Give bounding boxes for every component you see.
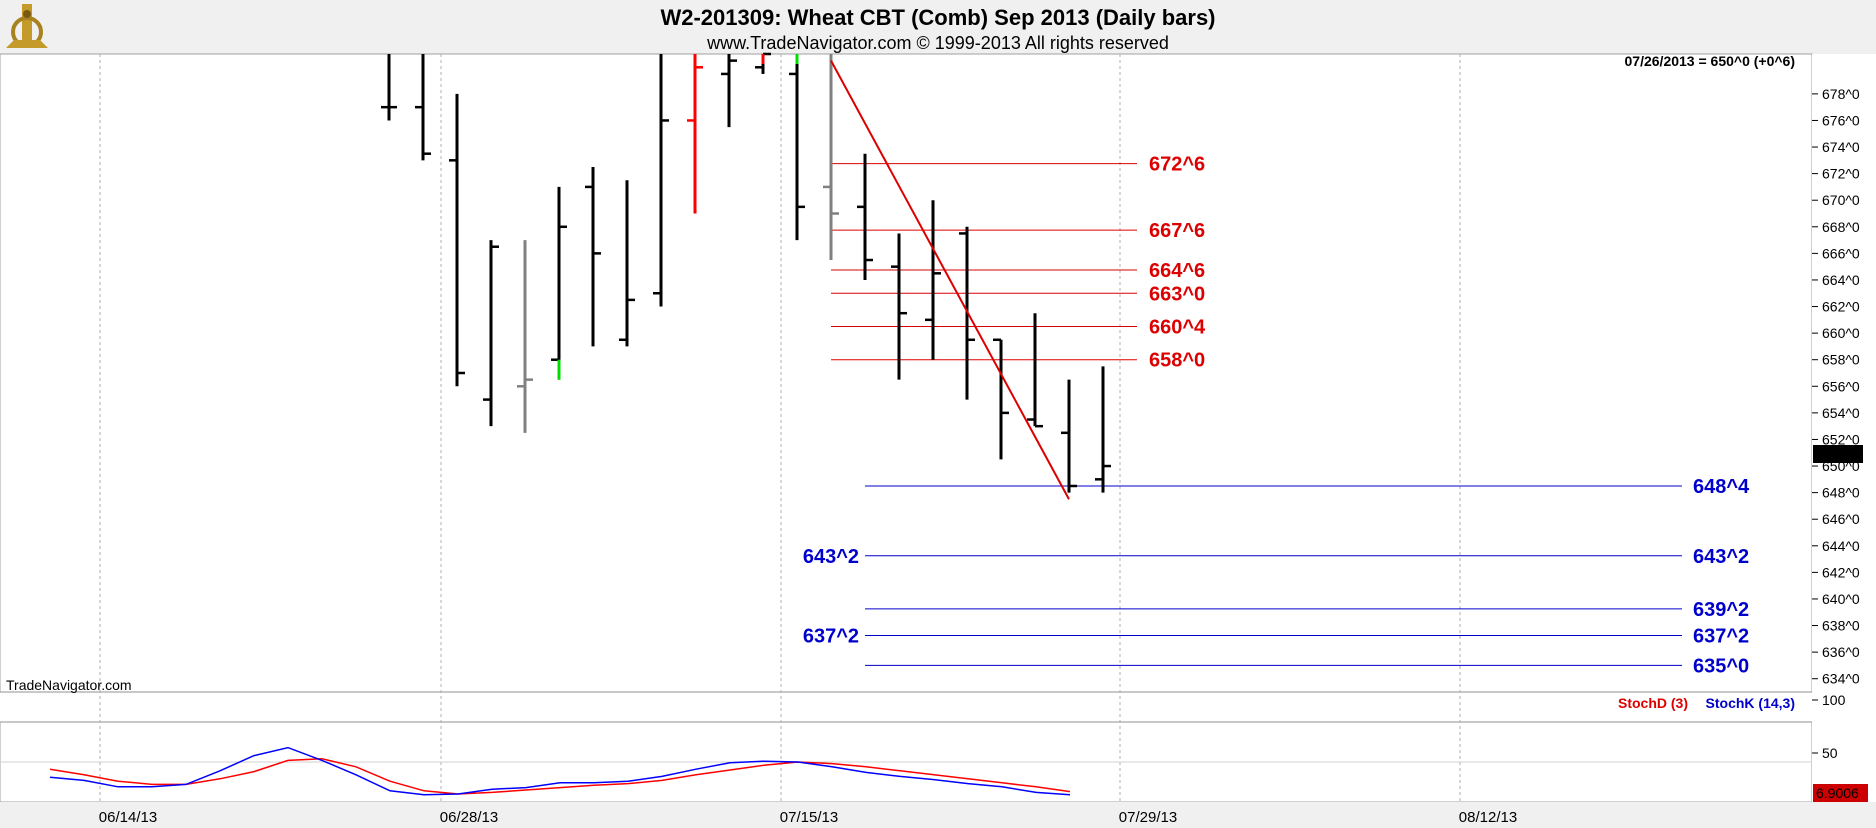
price-tick-label: 648^0 <box>1822 485 1860 501</box>
support-level-label: 643^2 <box>1693 546 1749 568</box>
price-tick-label: 636^0 <box>1822 644 1860 660</box>
resistance-level-label: 663^0 <box>1149 283 1205 305</box>
date-tick-label: 07/29/13 <box>1119 809 1177 826</box>
support-level-label-left: 637^2 <box>803 626 859 648</box>
price-tick-label: 656^0 <box>1822 378 1860 394</box>
stochastic-lines <box>0 746 1812 796</box>
support-level-label: 635^0 <box>1693 655 1749 677</box>
resistance-level-label: 664^6 <box>1149 260 1205 282</box>
watermark-text: TradeNavigator.com <box>6 677 132 693</box>
price-tick-label: 670^0 <box>1822 192 1860 208</box>
support-level-label: 637^2 <box>1693 626 1749 648</box>
price-tick-label: 668^0 <box>1822 219 1860 235</box>
legend-stochd: StochD (3) <box>1618 695 1688 711</box>
stoch-series-line <box>49 758 1071 795</box>
date-tick-label: 06/28/13 <box>440 809 498 826</box>
price-tick-label: 658^0 <box>1822 352 1860 368</box>
date-gridlines <box>99 54 1461 802</box>
chart-title: W2-201309: Wheat CBT (Comb) Sep 2013 (Da… <box>660 5 1215 30</box>
stoch-value-tag <box>1813 784 1868 802</box>
price-tick-label: 638^0 <box>1822 618 1860 634</box>
price-axis: 634^0 636^0 638^0 640^0 642^0 644^0 646^0 648^0… <box>1812 86 1860 687</box>
price-tick-label: 662^0 <box>1822 299 1860 315</box>
legend-stochk: StochK (14,3) <box>1706 695 1795 711</box>
sextant-icon <box>6 4 48 48</box>
date-tick-label: 07/15/13 <box>780 809 838 826</box>
trendline-layer <box>830 60 1070 500</box>
price-tick-label: 666^0 <box>1822 245 1860 261</box>
price-tick-label: 660^0 <box>1822 325 1860 341</box>
resistance-level-label: 658^0 <box>1149 350 1205 372</box>
price-tick-label: 654^0 <box>1822 405 1860 421</box>
support-level-label-left: 643^2 <box>803 546 859 568</box>
resistance-level-label: 672^6 <box>1149 154 1205 176</box>
price-tick-label: 640^0 <box>1822 591 1860 607</box>
stoch-tick-50: 50 <box>1822 745 1838 761</box>
trendline <box>830 60 1070 500</box>
header-bar <box>0 0 1876 54</box>
resistance-level-label: 667^6 <box>1149 220 1205 242</box>
date-axis: 06/14/13 06/28/13 07/15/13 07/29/13 08/12/13 <box>99 809 1517 826</box>
date-tick-label: 08/12/13 <box>1459 809 1517 826</box>
price-tick-label: 634^0 <box>1822 671 1860 687</box>
price-tick-label: 642^0 <box>1822 564 1860 580</box>
copyright-text: www.TradeNavigator.com © 1999-2013 All r… <box>706 33 1169 53</box>
stoch-series-line <box>49 746 1071 796</box>
price-tick-label: 652^0 <box>1822 431 1860 447</box>
last-quote: 07/26/2013 = 650^0 (+0^6) <box>1625 53 1795 69</box>
resistance-level-label: 660^4 <box>1149 316 1206 338</box>
price-axis-panel <box>1812 54 1876 828</box>
price-pane <box>0 53 1813 693</box>
stoch-tick-100: 100 <box>1822 692 1846 708</box>
price-tick-label: 678^0 <box>1822 86 1860 102</box>
support-level-label: 639^2 <box>1693 599 1749 621</box>
price-tick-label: 674^0 <box>1822 139 1860 155</box>
last-price-tag-text: 650^0 <box>1816 446 1854 462</box>
price-tick-label: 664^0 <box>1822 272 1860 288</box>
date-tick-label: 06/14/13 <box>99 809 157 826</box>
support-level-label: 648^4 <box>1693 476 1750 498</box>
price-tick-label: 672^0 <box>1822 166 1860 182</box>
price-tick-label: 644^0 <box>1822 538 1860 554</box>
price-bars <box>381 52 1111 493</box>
last-price-tag <box>1813 445 1863 463</box>
date-axis-panel <box>0 802 1876 828</box>
stoch-value-tag-text: 6.9006 <box>1816 785 1859 801</box>
price-tick-label: 646^0 <box>1822 511 1860 527</box>
price-tick-label: 676^0 <box>1822 112 1860 128</box>
